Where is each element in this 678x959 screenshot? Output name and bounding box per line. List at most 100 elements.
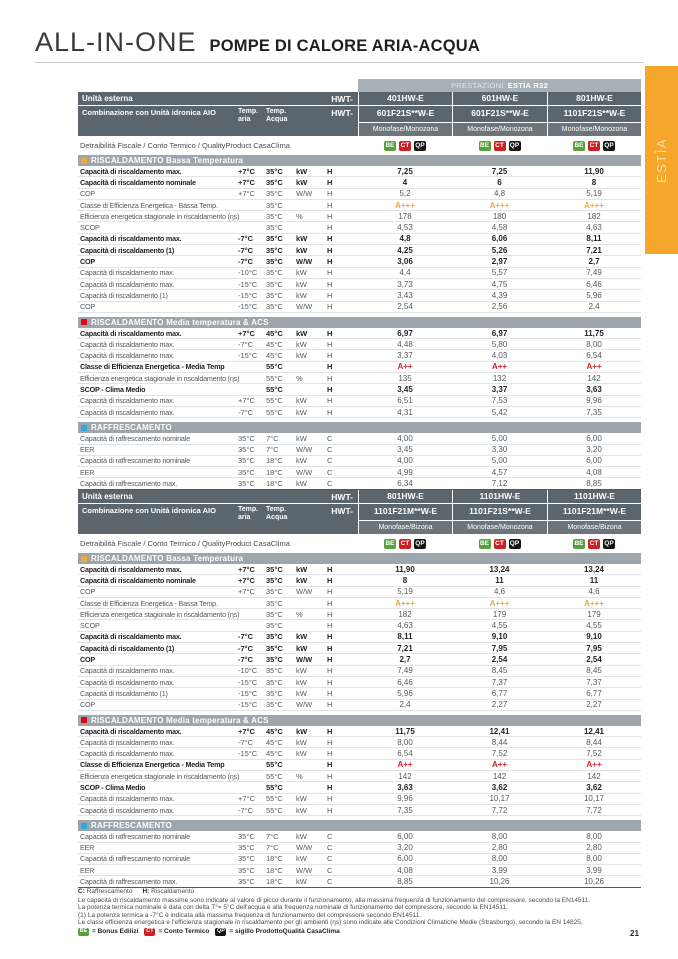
temp-acqua-value: 45°C [266,328,283,338]
temp-aria-value: -7°C [238,407,254,417]
mode-value: H [327,245,333,255]
unit-value: kW [296,643,308,653]
page-title-bold: POMPE DI CALORE ARIA-ACQUA [209,37,480,55]
temp-acqua-value: 45°C [266,351,283,361]
spec-row: Capacità di riscaldamento max. -15°C 35°C k… [78,677,641,689]
value-cell: 8,85 [397,877,413,887]
value-cell: 8,44 [586,737,602,747]
spec-row: Capacità di riscaldamento max. +7°C 55°C kW… [78,794,641,805]
section-marker-icon [81,717,87,724]
value-cell: 4,55 [586,621,602,631]
value-cell: 8,00 [586,339,602,349]
page-title-light: ALL-IN-ONE [35,27,197,57]
value-cell: 7,35 [586,407,602,417]
spec-row: Capacità di raffrescamento max. 35°C 18°C k… [78,478,641,490]
unit-value: W/W [296,257,313,267]
value-cell: 6,77 [491,688,508,698]
section-marker-icon [81,424,87,431]
row-label: SCOP [80,223,100,233]
temp-acqua-value: 7°C [266,831,279,841]
mode-value: C [327,445,333,455]
temp-acqua-value: 55°C [266,396,283,406]
mode-value: C [327,854,333,864]
temp-acqua-value: 55°C [266,373,283,383]
value-cell: 3,37 [397,351,413,361]
temp-aria-value: +7°C [238,587,255,597]
unit-value: W/W [296,189,313,199]
value-cell: 9,10 [491,632,508,642]
row-label: Capacità di riscaldamento max. [80,677,175,687]
spec-row: SCOP - Clima Medio 55°C H 3,63 3,62 3,62 [78,782,641,794]
value-cell: A+++ [584,200,604,210]
mode-value: H [327,234,333,244]
combo-model-cell: 601F21S**W-E [358,106,452,122]
value-cell: 6,46 [586,279,602,289]
temp-acqua-header: Temp. Acqua [266,106,310,136]
row-label: Capacità di raffrescamento nominale [80,854,190,864]
mode-value: H [327,211,333,221]
mode-value: H [327,384,333,394]
temp-aria-value: +7°C [238,564,255,574]
badge-legend-item: QP = sigillo ProdottoQualità CasaClima [215,928,340,937]
ch-legend-item: C: Raffrescamento [78,888,133,895]
value-cell: 142 [398,771,412,781]
row-label: Capacità di riscaldamento max. [80,166,182,176]
spec-row: Capacità di riscaldamento (1) -7°C 35°C kW H… [78,245,641,257]
value-cell: 8,85 [586,479,602,489]
temp-aria-value: -7°C [238,234,254,244]
temp-acqua-value: 35°C [266,279,283,289]
section-header: RISCALDAMENTO Media temperatura & ACS [78,714,641,726]
combo-model-cell: 601F21S**W-E [452,106,547,122]
mode-value: H [327,339,333,349]
temp-aria-value: -7°C [238,805,254,815]
temp-aria-value: -15°C [238,700,258,710]
value-cell: 8,11 [586,234,602,244]
phase-cell: Monofase/Monozona [452,122,547,136]
value-cell: A++ [397,760,413,770]
phase-cell: Monofase/Monozona [358,122,452,136]
badge-group: BE CT QP [452,538,547,549]
mode-value: H [327,166,333,176]
model-cell: 1101HW-E [452,490,547,503]
temp-acqua-value: 7°C [266,843,279,853]
mode-value: H [327,587,333,597]
value-cell: A++ [491,362,508,372]
row-label: Capacità di raffrescamento max. [80,877,178,887]
mode-value: H [327,279,333,289]
spec-row: Capacità di raffrescamento nominale 35°C 1… [78,854,641,866]
value-cell: 12,41 [583,726,605,736]
spec-row: Capacità di riscaldamento max. -10°C 35°C k… [78,268,641,279]
temp-acqua-value: 18°C [266,865,283,875]
row-label: COP [80,302,95,312]
row-label: Capacità di riscaldamento max. [80,407,175,417]
combinazione-values: 601F21S**W-E 601F21S**W-E 1101F21S**W-E Mon… [358,106,641,136]
value-cell: 2,54 [586,655,602,665]
value-cell: 7,21 [397,643,413,653]
temp-acqua-line: Acqua [266,514,288,521]
value-cell: 4,00 [397,433,413,443]
mode-value: H [327,396,333,406]
temp-aria-value: -7°C [238,737,254,747]
temp-aria-value: -7°C [238,632,254,642]
badge-ct: CT [493,140,506,151]
value-cell: 8,44 [491,737,508,747]
value-cell: A++ [586,760,602,770]
temp-acqua-value: 35°C [266,200,283,210]
mode-value: H [327,760,333,770]
mode-value: C [327,831,333,841]
unit-value: kW [296,407,307,417]
temp-acqua-value: 18°C [266,854,283,864]
temp-acqua-value: 35°C [266,189,283,199]
side-tab-label: ESTÌA [654,137,670,183]
section-header: RISCALDAMENTO Bassa Temperatura [78,553,641,564]
temp-aria-value: -7°C [238,655,254,665]
mode-value: H [327,794,333,804]
mode-value: H [327,771,333,781]
mode-value: H [327,782,333,792]
value-cell: 4,99 [397,467,413,477]
value-cell: 178 [398,211,412,221]
temp-aria-value: +7°C [238,177,255,187]
section-marker-icon [81,157,87,164]
unit-value: W/W [296,865,313,875]
mode-value: H [327,609,333,619]
